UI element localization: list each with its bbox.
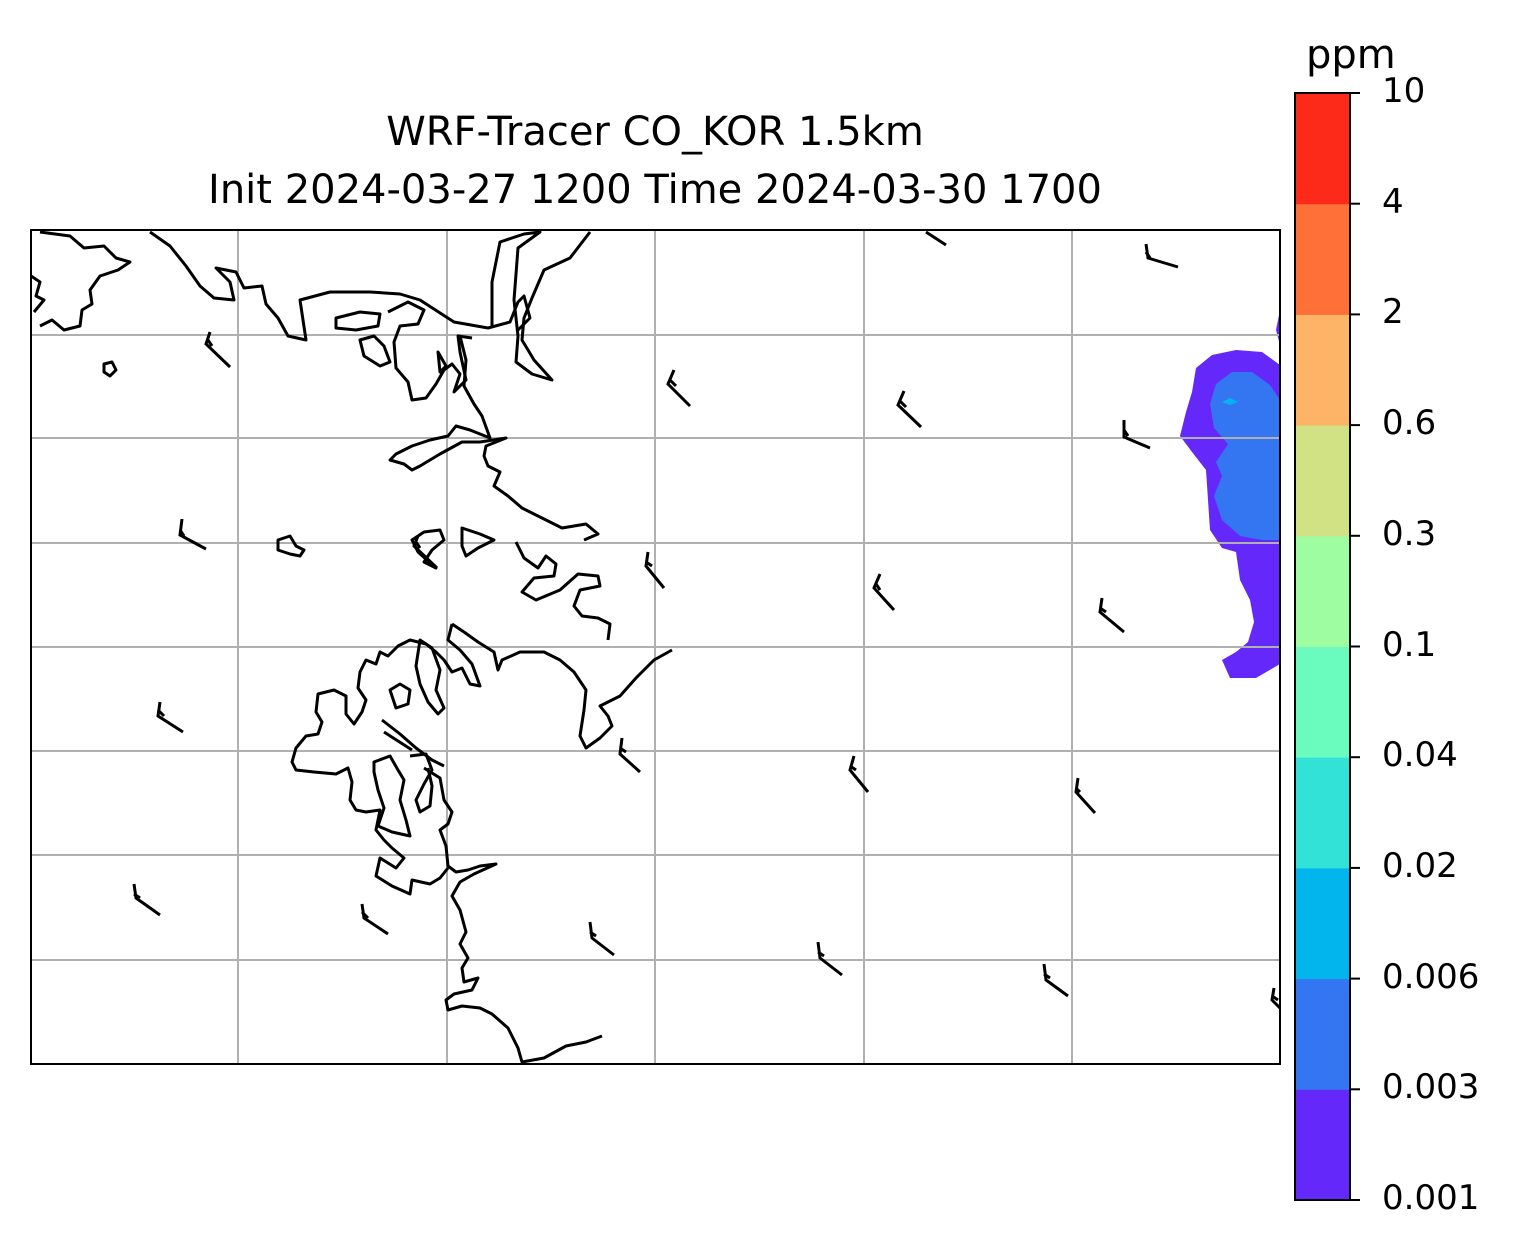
colorbar-tick-label: 0.02	[1382, 845, 1458, 886]
colorbar-tick-label: 0.001	[1382, 1178, 1480, 1218]
gridlines	[31, 230, 1280, 1064]
colorbar-segment	[1295, 757, 1350, 869]
colorbar-segment	[1295, 646, 1350, 758]
colorbar-tick-label: 0.1	[1382, 624, 1437, 665]
colorbar-segment	[1295, 867, 1350, 980]
map-frame	[30, 229, 1281, 1065]
colorbar-segment	[1295, 1089, 1350, 1201]
wind-barbs	[132, 230, 1280, 1010]
colorbar-tick-label: 0.04	[1382, 735, 1458, 776]
colorbar-segment	[1295, 425, 1350, 537]
colorbar-tick-label: 10	[1382, 71, 1426, 111]
colorbar-tick-label: 0.006	[1382, 956, 1480, 997]
chart-title-line2: Init 2024-03-27 1200 Time 2024-03-30 170…	[208, 167, 1102, 213]
colorbar-tick-label: 0.6	[1382, 403, 1437, 444]
colorbar-segment	[1295, 203, 1350, 315]
colorbar-segment	[1295, 978, 1350, 1090]
colorbar-segment	[1295, 535, 1350, 647]
colorbar-unit-label: ppm	[1306, 32, 1396, 78]
colorbar-segment	[1295, 314, 1350, 426]
colorbar-tick-label: 0.003	[1382, 1067, 1480, 1108]
colorbar	[1294, 92, 1360, 1201]
concentration-fill	[1180, 310, 1280, 678]
coastline	[31, 230, 673, 1064]
colorbar-tick-label: 4	[1382, 181, 1404, 222]
colorbar-tick-label: 2	[1382, 292, 1404, 333]
colorbar-segment	[1295, 93, 1350, 205]
colorbar-tick-label: 0.3	[1382, 513, 1437, 554]
chart-title-line1: WRF-Tracer CO_KOR 1.5km	[386, 109, 924, 155]
